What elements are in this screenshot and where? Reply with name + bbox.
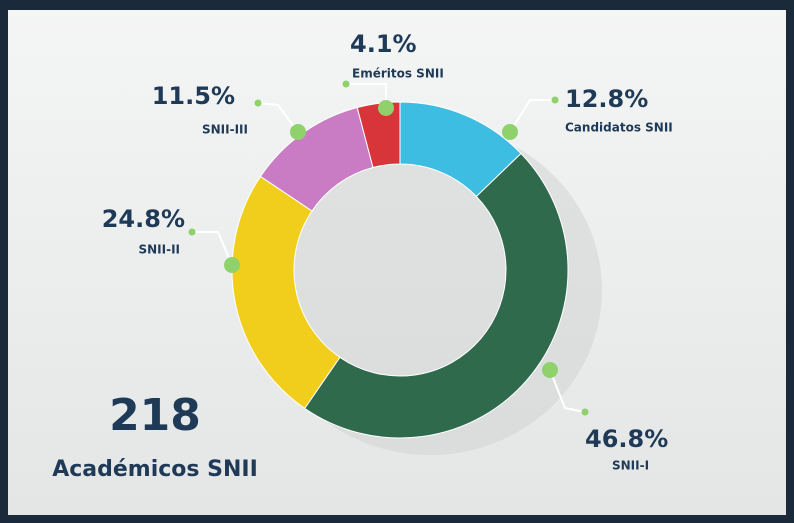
value-label: 4.1% [350,30,417,58]
value-label: 24.8% [102,205,185,233]
category-label: Candidatos SNII [565,121,673,135]
total: 218 [109,390,201,441]
leader-line [509,99,555,133]
slice [304,152,569,439]
leader-line [192,231,233,266]
total-label: Académicos SNII [52,457,258,482]
leader-dot [502,124,518,140]
leader-dot [542,362,558,378]
leader-line [549,369,586,413]
leader-dot [342,80,350,88]
category-label: SNII-II [138,243,180,257]
slice [231,175,341,410]
leader-dot [188,228,196,236]
value-label: 12.8% [565,85,648,113]
leader-line [257,102,299,133]
category-label: SNII-III [202,123,248,137]
value-label: 11.5% [152,82,235,110]
category-label: Eméritos SNII [352,67,444,81]
leader-dot [290,124,306,140]
leader-dot [378,100,394,116]
slice [356,101,401,169]
leader-dot [224,257,240,273]
category-label: SNII-I [612,459,649,473]
leader-dot [551,96,559,104]
leader-dot [581,408,589,416]
value-label: 46.8% [585,425,668,453]
leader-dot [254,99,262,107]
